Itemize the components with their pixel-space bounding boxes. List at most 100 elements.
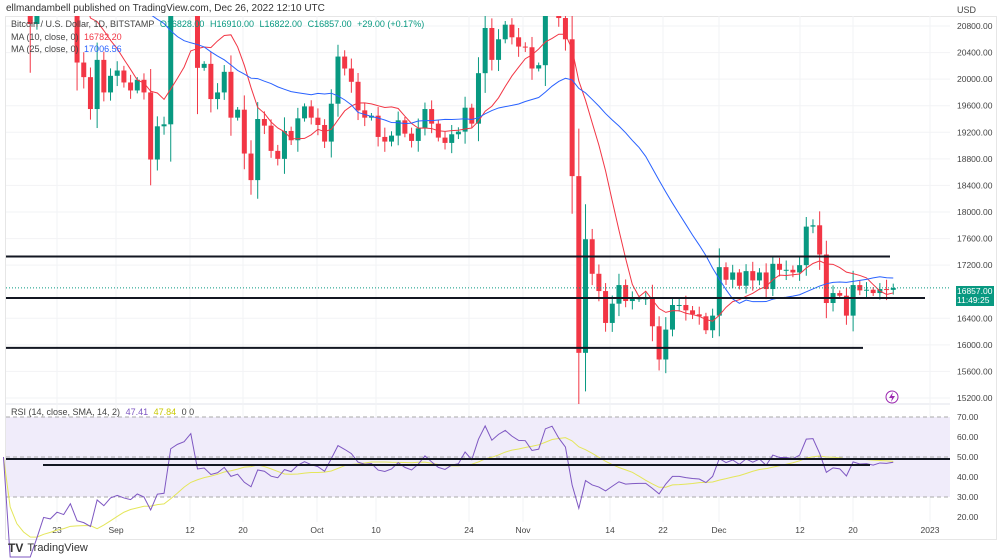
candle-body[interactable] [562,18,568,40]
candle-body[interactable] [255,119,261,181]
candle-body[interactable] [241,109,247,154]
candle-body[interactable] [275,150,281,159]
candle-body[interactable] [128,82,134,91]
candle-body[interactable] [27,0,33,25]
candle-body[interactable] [763,272,769,290]
candle-body[interactable] [348,68,354,82]
candle-body[interactable] [696,314,702,317]
candle-body[interactable] [502,24,508,40]
candle-body[interactable] [154,126,160,160]
candle-body[interactable] [663,329,669,360]
candle-body[interactable] [141,79,147,93]
candle-body[interactable] [690,310,696,315]
candle-body[interactable] [669,305,675,330]
candle-body[interactable] [536,65,542,69]
candle-body[interactable] [710,315,716,331]
candle-body[interactable] [215,92,221,100]
candle-body[interactable] [703,316,709,331]
candle-body[interactable] [596,273,602,292]
candle-body[interactable] [756,272,762,281]
candle-body[interactable] [281,130,287,159]
candle-body[interactable] [302,106,308,119]
candle-body[interactable] [295,118,301,141]
candle-body[interactable] [683,305,689,311]
candle-body[interactable] [194,0,200,68]
candle-body[interactable] [723,267,729,280]
candle-body[interactable] [81,62,87,78]
candle-body[interactable] [556,0,562,19]
candle-body[interactable] [161,124,167,127]
candle-body[interactable] [837,293,843,296]
candle-body[interactable] [201,63,207,68]
candle-body[interactable] [429,109,435,124]
candle-body[interactable] [101,59,107,93]
candle-body[interactable] [87,77,93,110]
candle-body[interactable] [375,115,381,137]
candle-body[interactable] [810,225,816,227]
candle-body[interactable] [261,119,267,126]
candle-body[interactable] [522,46,528,48]
tradingview-footer[interactable]: TV TradingView [8,541,88,555]
candle-body[interactable] [148,92,154,160]
candle-body[interactable] [268,125,274,151]
candle-body[interactable] [308,106,314,118]
candle-body[interactable] [402,120,408,134]
rsi-legend[interactable]: RSI (14, close, SMA, 14, 2) 47.41 47.84 … [11,407,197,417]
candle-body[interactable] [743,271,749,286]
candle-body[interactable] [843,295,849,316]
candle-body[interactable] [235,109,241,118]
candle-body[interactable] [542,3,548,66]
candle-body[interactable] [328,103,334,142]
candle-body[interactable] [890,287,896,290]
candle-body[interactable] [609,303,615,323]
candle-body[interactable] [74,0,80,63]
candle-body[interactable] [550,0,555,3]
candle-body[interactable] [736,272,742,286]
candle-body[interactable] [489,27,495,60]
candle-body[interactable] [389,135,394,142]
candle-body[interactable] [616,285,622,304]
candle-body[interactable] [857,285,863,291]
candle-body[interactable] [823,254,829,304]
candle-body[interactable] [863,289,869,291]
candle-body[interactable] [228,71,234,118]
candle-body[interactable] [288,130,294,141]
candle-body[interactable] [777,263,783,270]
candle-body[interactable] [382,136,388,142]
candle-body[interactable] [790,269,796,273]
candle-body[interactable] [803,226,809,266]
candle-body[interactable] [516,37,522,47]
candle-body[interactable] [395,120,401,136]
candle-body[interactable] [656,326,662,360]
candle-body[interactable] [475,73,481,124]
candle-body[interactable] [442,137,448,143]
candle-body[interactable] [462,107,468,132]
candle-body[interactable] [676,305,682,307]
candle-body[interactable] [817,225,823,255]
candle-body[interactable] [409,133,415,141]
candle-body[interactable] [583,239,589,353]
candle-body[interactable] [469,107,475,124]
symbol-name[interactable]: Bitcoin / U.S. Dollar, 1D, BITSTAMP [11,19,155,29]
candle-body[interactable] [623,285,629,302]
candle-body[interactable] [603,291,609,323]
candle-body[interactable] [121,70,127,83]
ma25-legend[interactable]: MA (25, close, 0) 17006.56 [11,44,125,54]
candle-body[interactable] [422,109,428,129]
candle-body[interactable] [455,131,461,135]
candle-body[interactable] [716,267,722,316]
candle-body[interactable] [114,70,120,76]
candle-body[interactable] [770,263,776,290]
candle-body[interactable] [41,0,46,3]
candle-body[interactable] [783,269,789,271]
candle-body[interactable] [629,299,635,302]
candle-body[interactable] [509,24,515,38]
candle-body[interactable] [884,289,890,291]
candle-body[interactable] [569,39,575,177]
candle-body[interactable] [415,128,421,141]
candle-body[interactable] [168,0,174,125]
candle-body[interactable] [342,56,348,69]
candle-body[interactable] [529,47,535,69]
candle-body[interactable] [797,265,803,273]
